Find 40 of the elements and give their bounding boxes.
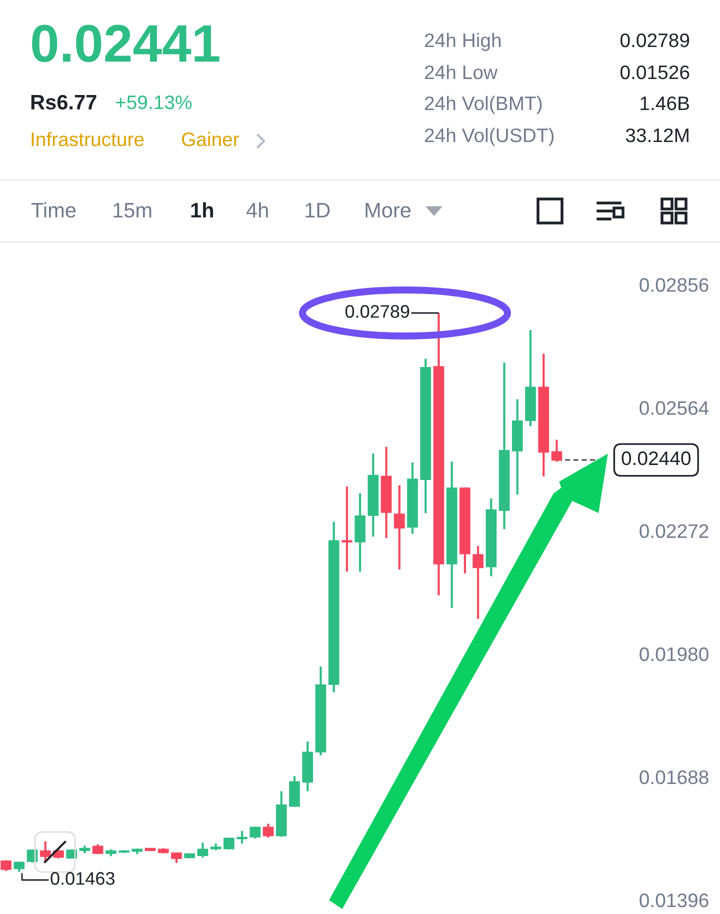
candlestick — [394, 484, 405, 571]
candlestick — [236, 830, 248, 845]
y-tick-label: 0.01980 — [640, 647, 708, 662]
y-tick-label: 0.02856 — [640, 278, 708, 292]
text: 0.01526 — [620, 65, 690, 80]
text: Gainer — [182, 132, 240, 146]
candlestick — [197, 842, 208, 858]
text: More — [366, 203, 411, 218]
text: Time — [31, 202, 76, 218]
candlestick — [262, 822, 274, 839]
ref-line-label: 0.02440 — [622, 451, 691, 466]
text: 24h Vol(BMT) — [424, 96, 542, 114]
annotation: 0.02789 — [345, 305, 410, 318]
candlestick — [26, 848, 38, 864]
text: 4h — [246, 202, 268, 218]
candlestick — [224, 836, 234, 850]
text: 1h — [191, 202, 214, 218]
candlestick — [551, 438, 562, 463]
text: Infrastructure — [32, 132, 144, 146]
chart-title: 0.02441 — [32, 24, 220, 62]
candlestick — [342, 485, 352, 573]
text: 24h Vol(USDT) — [424, 128, 554, 146]
candlestick — [14, 860, 25, 873]
annotation: 0.01463 — [50, 872, 114, 885]
text: 15m — [114, 203, 152, 218]
text: 24h High — [424, 32, 501, 52]
text: Rs6.77 — [31, 94, 96, 110]
candlestick — [250, 826, 261, 840]
text: 24h Low — [424, 64, 498, 80]
y-tick-label: 0.02564 — [640, 401, 709, 415]
y-tick-label: 0.01396 — [640, 893, 708, 908]
text: 1.46B — [640, 96, 689, 110]
candlestick — [472, 544, 484, 620]
text: +59.13% — [116, 95, 192, 110]
y-tick-label: 0.01688 — [640, 770, 708, 784]
text: 1D — [306, 203, 330, 218]
text: 0.02789 — [620, 33, 690, 48]
y-tick-label: 0.02272 — [640, 524, 708, 538]
candlestick — [40, 840, 51, 862]
text: 33.12M — [626, 128, 688, 142]
